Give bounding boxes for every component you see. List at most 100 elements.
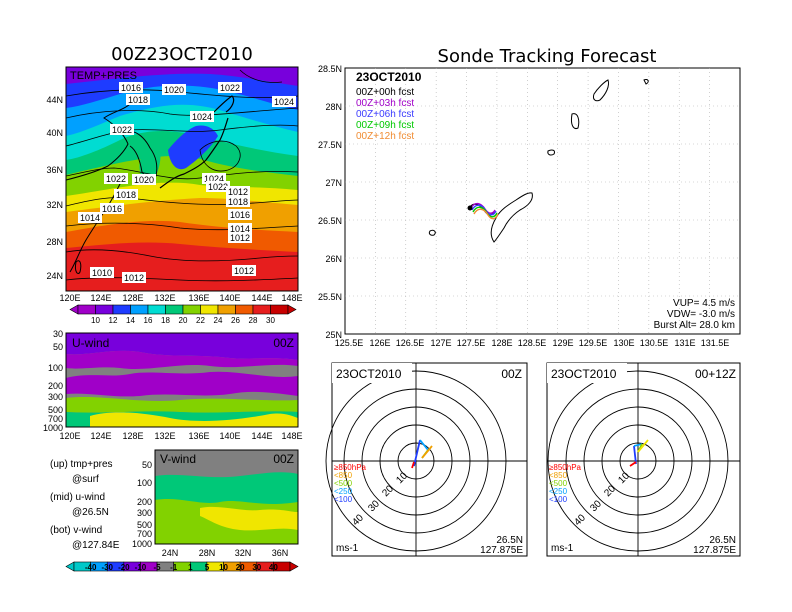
svg-text:148E: 148E [281, 293, 302, 303]
colorbar-swatch [165, 304, 184, 315]
hodo1-levels: ≥850hPa <850 <500 <250 <100 [334, 463, 367, 504]
legend-line: @26.5N [72, 507, 109, 518]
track-info: VUP= 4.5 m/s VDW= -3.0 m/s Burst Alt= 28… [654, 298, 735, 331]
svg-text:129E: 129E [552, 338, 573, 348]
uwind-label: U-wind [72, 336, 109, 350]
hodo1-date: 23OCT2010 [336, 367, 402, 381]
hodo2-time: 00+12Z [695, 367, 736, 381]
colorbar-tick-label: 10 [91, 316, 100, 325]
svg-text:28N: 28N [325, 102, 342, 112]
isobar-label: 1016 [119, 82, 143, 93]
svg-text:127E: 127E [430, 338, 451, 348]
svg-text:140E: 140E [219, 431, 240, 441]
left-title: 00Z23OCT2010 [111, 44, 253, 65]
temp-band-10 [66, 67, 298, 86]
track-map: 23OCT2010 00Z+00h fcst 00Z+03h fcst 00Z+… [318, 64, 741, 348]
svg-text:148E: 148E [281, 431, 302, 441]
svg-text:128E: 128E [122, 431, 143, 441]
colorbar-swatch [77, 304, 96, 315]
svg-text:1010: 1010 [92, 268, 112, 278]
hodo2-date: 23OCT2010 [551, 367, 617, 381]
isobar-label: 1020 [132, 174, 156, 185]
fcst-03h: 00Z+03h fcst [356, 98, 414, 109]
japan-cold [168, 125, 218, 170]
wind-colorbar-tick-label: 40 [269, 563, 278, 572]
track-lat-ticks: 28.5N 28N 27.5N 27N 26.5N 26N 25.5N 25N [318, 64, 342, 340]
wind-colorbar-tick-label: 5 [205, 563, 210, 572]
svg-text:26.5N: 26.5N [318, 216, 342, 226]
panel-legend: (up) tmp+pres @surf (mid) u-wind @26.5N … [50, 459, 120, 551]
svg-text:1018: 1018 [228, 197, 248, 207]
colorbar-swatch [182, 304, 201, 315]
svg-text:<100: <100 [334, 495, 353, 504]
isobar [66, 222, 298, 231]
svg-text:1012: 1012 [234, 266, 254, 276]
colorbar-tick-label: 24 [214, 316, 223, 325]
hodograph-2: 23OCT2010 00+12Z ≥850hPa <850 <500 <250 … [546, 362, 741, 557]
colorbar-arrow-left [69, 304, 79, 315]
island [547, 149, 555, 156]
legend-line: @127.84E [72, 540, 120, 551]
svg-text:32N: 32N [235, 548, 252, 558]
svg-text:130.5E: 130.5E [640, 338, 669, 348]
svg-text:1016: 1016 [102, 204, 122, 214]
right-title: Sonde Tracking Forecast [438, 46, 657, 67]
svg-text:700: 700 [48, 414, 63, 424]
svg-text:124E: 124E [90, 431, 111, 441]
island [593, 79, 609, 102]
svg-text:1024: 1024 [274, 97, 294, 107]
wind-colorbar-arrow-left [65, 561, 75, 572]
legend-line: (up) tmp+pres [50, 459, 113, 470]
vwind-label: V-wind [160, 452, 196, 466]
isobar-label: 1022 [206, 181, 230, 192]
svg-text:1000: 1000 [132, 539, 152, 549]
svg-text:100: 100 [137, 478, 152, 488]
isobar-label: 1024 [202, 173, 226, 184]
svg-text:300: 300 [48, 392, 63, 402]
forecast-legend: 00Z+00h fcst 00Z+03h fcst 00Z+06h fcst 0… [356, 87, 414, 142]
launch-point [467, 205, 473, 211]
isobar-label: 1018 [126, 94, 150, 105]
svg-text:1012: 1012 [124, 273, 144, 283]
isobar [66, 197, 298, 207]
svg-text:132E: 132E [154, 293, 175, 303]
colorbar-swatch [252, 304, 271, 315]
legend-line: (bot) v-wind [50, 525, 102, 536]
svg-text:500: 500 [137, 520, 152, 530]
track-lon-ticks: 125.5E 126E 126.5E 127E 127.5E 128E 128.… [335, 338, 730, 348]
svg-text:100: 100 [48, 363, 63, 373]
svg-text:128E: 128E [122, 293, 143, 303]
svg-text:28N: 28N [199, 548, 216, 558]
svg-text:1024: 1024 [192, 112, 212, 122]
svg-text:125.5E: 125.5E [335, 338, 364, 348]
isobar-label: 1014 [78, 212, 102, 223]
svg-text:36N: 36N [272, 548, 289, 558]
uwind-yellow [90, 412, 298, 427]
colorbar-swatch [235, 304, 254, 315]
svg-text:128.5E: 128.5E [518, 338, 547, 348]
svg-text:136E: 136E [188, 431, 209, 441]
svg-text:26N: 26N [325, 254, 342, 264]
hodo2-lon: 127.875E [693, 545, 736, 556]
map-lon-ticks: 120E 124E 128E 132E 136E 140E 144E 148E [59, 293, 302, 303]
svg-text:25.5N: 25.5N [318, 292, 342, 302]
hodo2-levels: ≥850hPa <850 <500 <250 <100 [549, 463, 582, 504]
uwind-band-upper [66, 333, 298, 360]
fcst-06h: 00Z+06h fcst [356, 109, 414, 120]
svg-text:1022: 1022 [112, 125, 132, 135]
wind-colorbar-tick-label: -30 [101, 563, 113, 572]
svg-text:144E: 144E [251, 293, 272, 303]
svg-text:24N: 24N [46, 271, 63, 281]
colorbar-swatch [130, 304, 149, 315]
uwind-lon-ticks: 120E 124E 128E 132E 136E 140E 144E 148E [59, 431, 302, 441]
svg-text:124E: 124E [90, 293, 111, 303]
wind-colorbar-tick-label: 1 [188, 563, 193, 572]
svg-text:1014: 1014 [80, 213, 100, 223]
svg-text:27.5N: 27.5N [318, 140, 342, 150]
svg-text:130E: 130E [613, 338, 634, 348]
uwind-green [66, 397, 298, 413]
svg-text:24N: 24N [162, 548, 179, 558]
fcst-00h: 00Z+00h fcst [356, 87, 414, 98]
svg-text:200: 200 [48, 381, 63, 391]
island [428, 229, 436, 236]
